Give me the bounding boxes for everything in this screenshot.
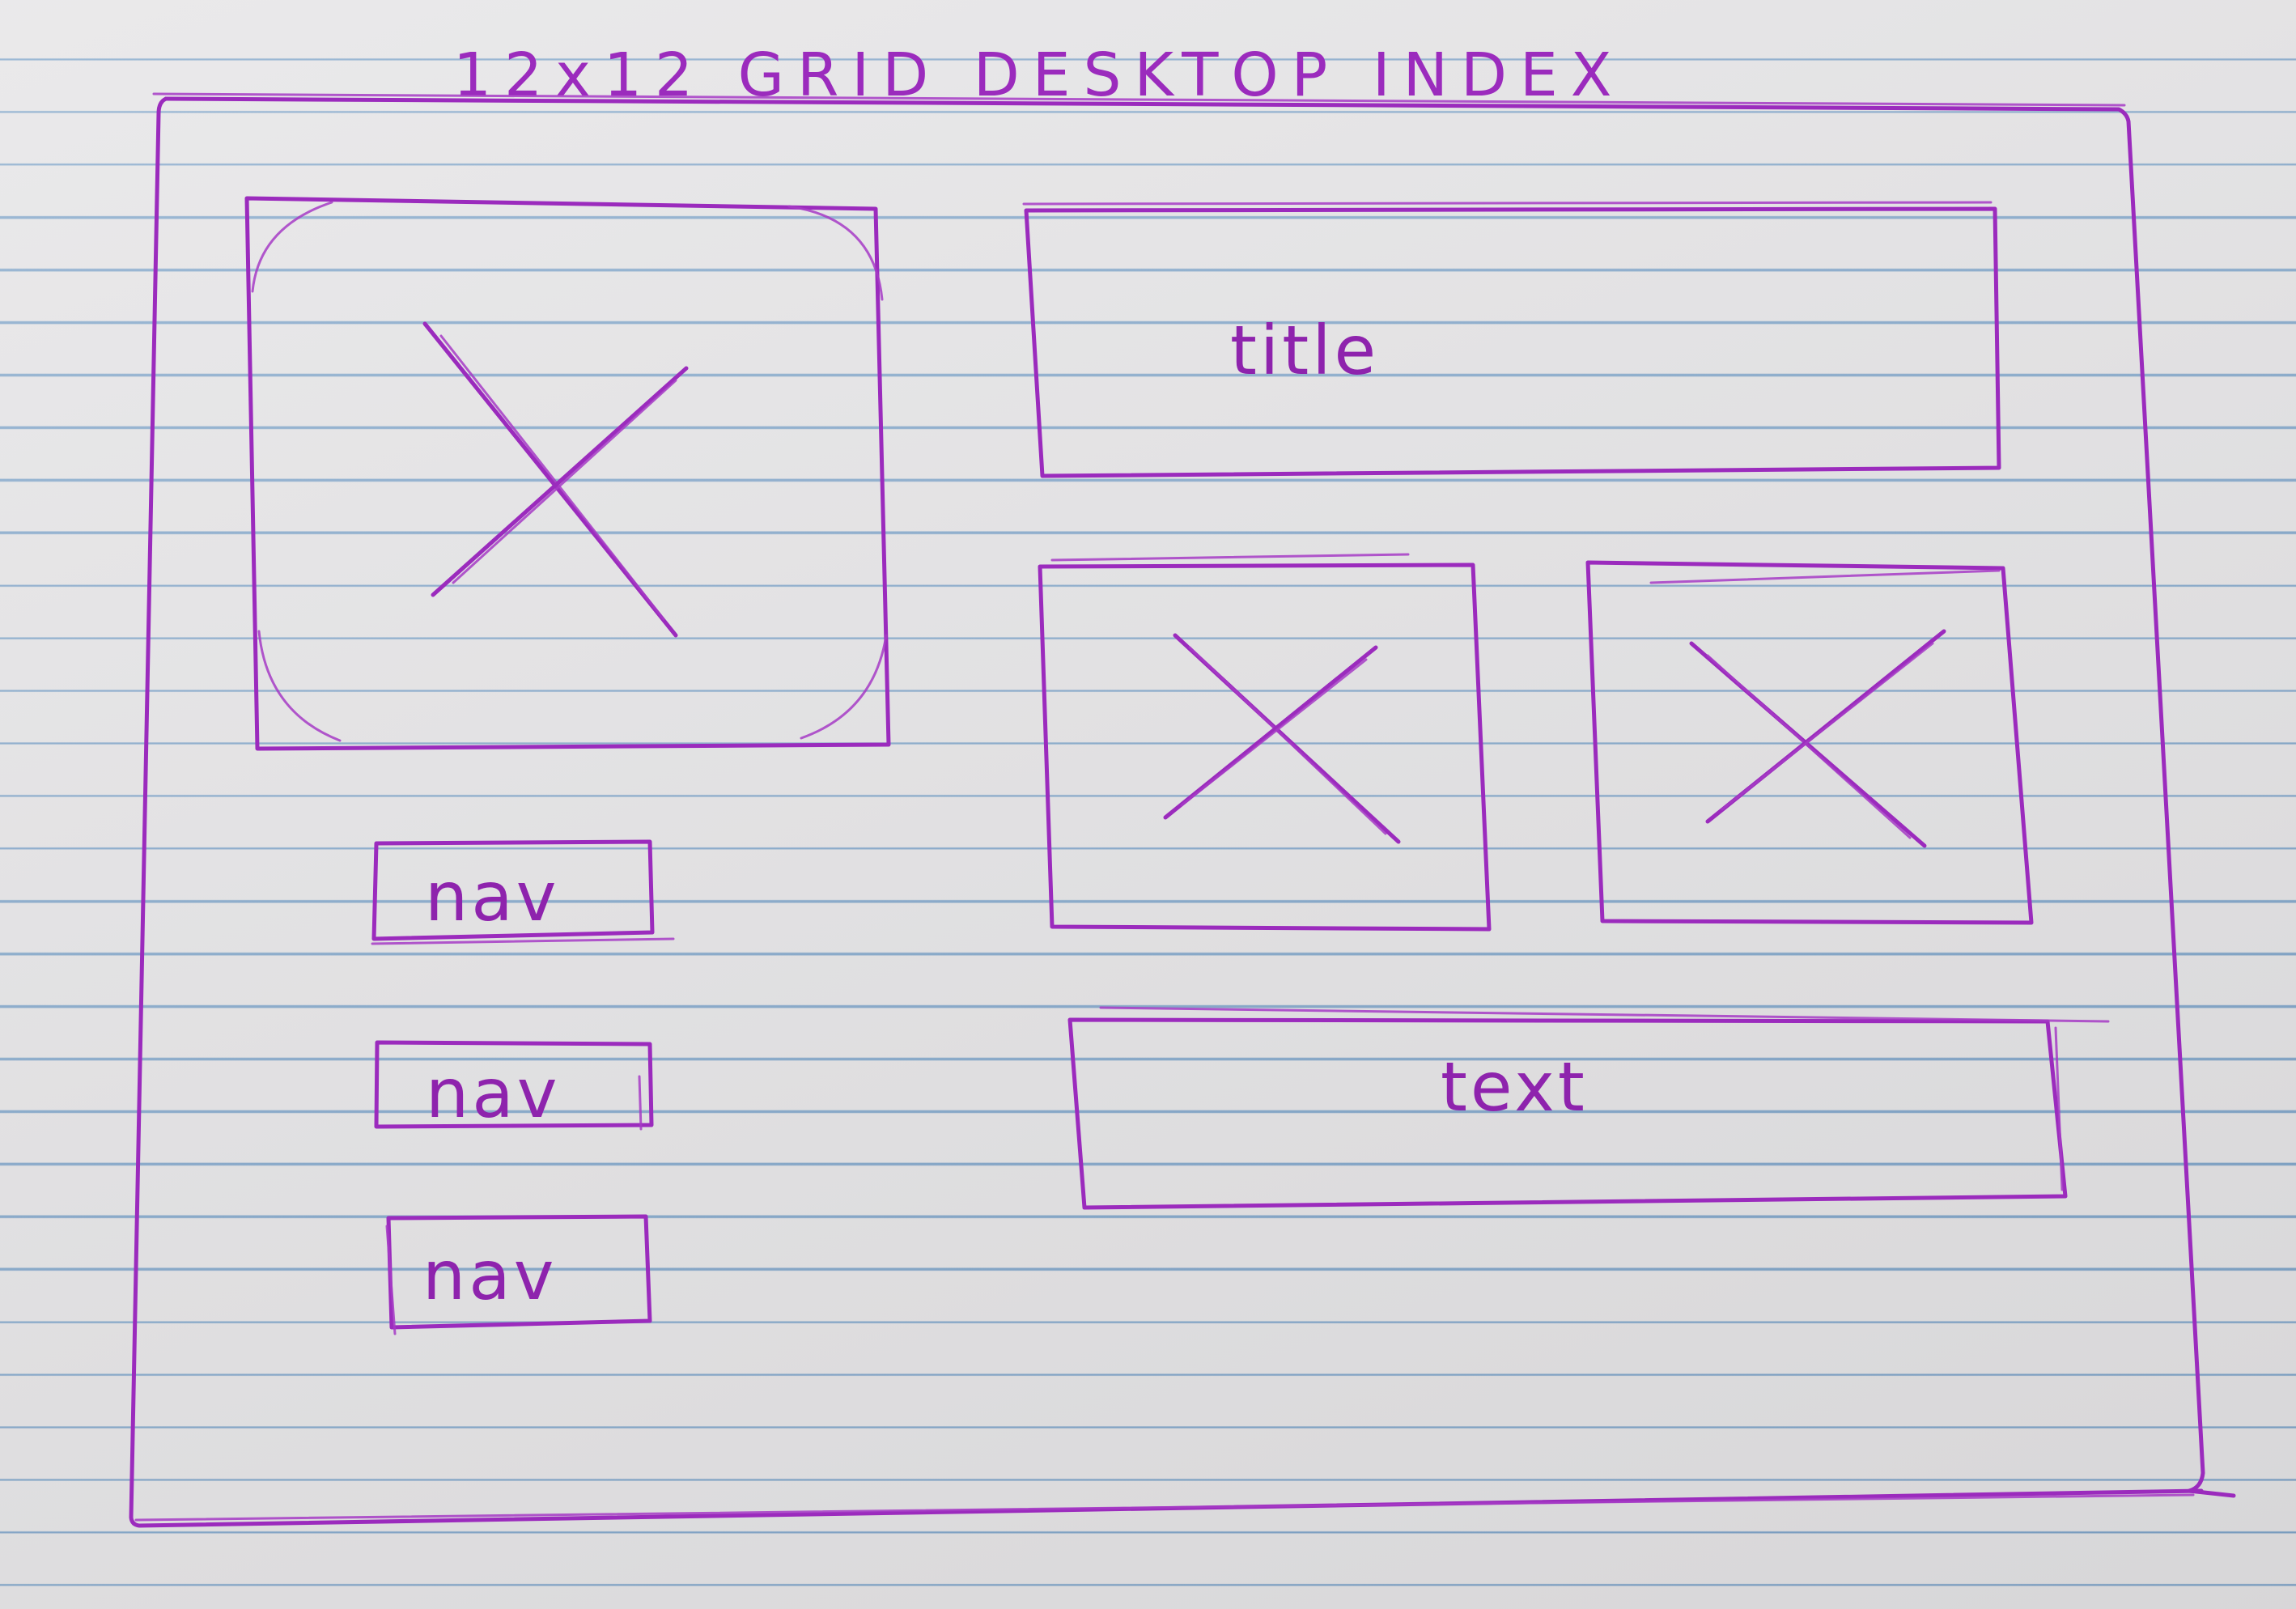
nav-button-1[interactable]: nav bbox=[371, 839, 675, 945]
hero-image-placeholder bbox=[244, 196, 891, 751]
page-frame bbox=[129, 92, 2236, 1528]
text-label: text bbox=[1441, 1047, 1588, 1127]
nav-label-3: nav bbox=[422, 1236, 557, 1315]
thumbnail-image-placeholder-2 bbox=[1585, 560, 2034, 925]
nav-button-2[interactable]: nav bbox=[374, 1040, 654, 1133]
thumbnail-image-placeholder-1 bbox=[1038, 553, 1492, 932]
nav-button-3[interactable]: nav bbox=[385, 1214, 652, 1335]
title-label: title bbox=[1230, 311, 1379, 390]
nav-label-2: nav bbox=[426, 1054, 560, 1133]
nav-label-1: nav bbox=[425, 857, 559, 936]
text-box: text bbox=[1067, 1006, 2110, 1210]
title-box: title bbox=[1022, 201, 2001, 478]
